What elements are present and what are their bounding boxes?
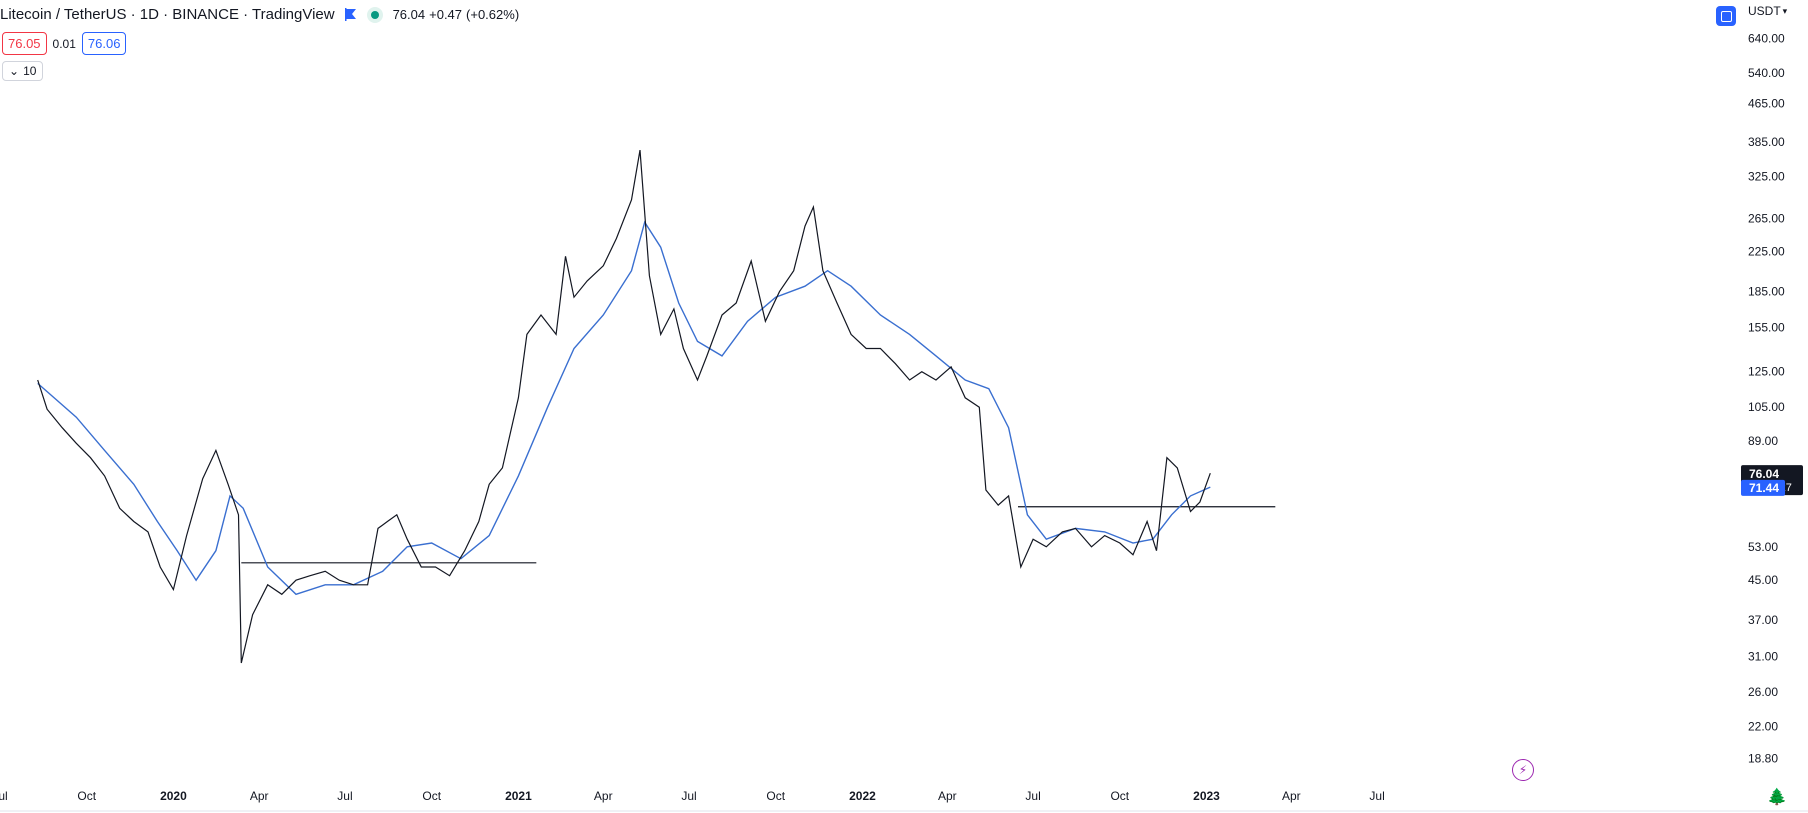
x-tick-label: Jul	[1025, 789, 1040, 803]
x-tick-label: Jul	[337, 789, 352, 803]
y-tick-label: 640.00	[1748, 31, 1785, 45]
currency-label: USDT	[1748, 4, 1781, 18]
y-tick-label: 31.00	[1748, 649, 1778, 663]
sell-button[interactable]: 76.05	[2, 32, 47, 55]
lightning-icon[interactable]: ⚡	[1512, 759, 1534, 781]
y-tick-label: 385.00	[1748, 135, 1785, 149]
y-tick-label: 53.00	[1748, 540, 1778, 554]
quote: 76.04 +0.47 (+0.62%)	[393, 7, 520, 22]
y-tick-label: 225.00	[1748, 245, 1785, 259]
x-tick-label: Apr	[1282, 789, 1301, 803]
y-tick-label: 37.00	[1748, 613, 1778, 627]
time-axis[interactable]: Jul Oct 2020 Apr Jul Oct 2021 Apr Jul Oct 2022 Apr J…	[0, 789, 1385, 803]
tree-icon[interactable]: 🌲	[1767, 789, 1787, 806]
y-tick-label: 22.00	[1748, 719, 1778, 733]
last-price: 76.04	[392, 7, 426, 22]
y-tick-label: 155.00	[1748, 321, 1785, 335]
market-open-icon	[366, 6, 383, 23]
x-tick-label: Jul	[681, 789, 696, 803]
x-tick-label: 2023	[1193, 789, 1220, 803]
y-tick-label: 26.00	[1748, 685, 1778, 699]
x-tick-label: 2022	[849, 789, 876, 803]
y-tick-label: 18.80	[1748, 751, 1778, 765]
x-tick-label: Apr	[594, 789, 613, 803]
chevron-down-icon: ⌄	[9, 64, 20, 78]
indicator-toggle[interactable]: ⌄ 10	[2, 61, 44, 81]
x-tick-label: Jul	[1369, 789, 1384, 803]
price-line	[37, 149, 1211, 664]
trade-buttons: 76.05 0.01 76.06	[2, 32, 127, 55]
x-tick-label: Oct	[422, 789, 441, 803]
y-tick-label: 89.00	[1748, 434, 1778, 448]
x-tick-label: Jul	[0, 789, 8, 803]
y-tick-label: 105.00	[1748, 400, 1785, 414]
ma-price-label: 71.44	[1749, 481, 1779, 495]
last-price-label: 76.04	[1749, 467, 1779, 481]
fullscreen-icon[interactable]	[1716, 6, 1736, 26]
indicator-count: 10	[23, 64, 37, 78]
ma-price-label-bg	[1741, 479, 1785, 496]
y-tick-label: 265.00	[1748, 211, 1785, 225]
x-tick-label: Apr	[938, 789, 957, 803]
price-change-pct: (+0.62%)	[466, 7, 520, 22]
symbol-title[interactable]: Litecoin / TetherUS · 1D · BINANCE · Tra…	[0, 6, 335, 23]
y-tick-label: 540.00	[1748, 66, 1785, 80]
x-tick-label: 2020	[160, 789, 187, 803]
price-change: +0.47	[429, 7, 463, 22]
spread: 0.01	[52, 36, 76, 51]
chevron-down-icon: ▾	[1782, 5, 1788, 16]
y-tick-label: 465.00	[1748, 96, 1785, 110]
y-tick-label: 185.00	[1748, 285, 1785, 299]
x-tick-label: 2021	[505, 789, 532, 803]
x-tick-label: Oct	[77, 789, 96, 803]
buy-button[interactable]: 76.06	[81, 32, 127, 55]
currency-select[interactable]: USDT ▾	[1748, 4, 1787, 18]
y-tick-label: 125.00	[1748, 365, 1785, 379]
y-tick-label: 325.00	[1748, 170, 1785, 184]
x-tick-label: Oct	[766, 789, 785, 803]
moving-average-line	[37, 220, 1211, 596]
x-tick-label: Oct	[1110, 789, 1129, 803]
x-tick-label: Apr	[250, 789, 269, 803]
symbol-header: Litecoin / TetherUS · 1D · BINANCE · Tra…	[0, 6, 519, 23]
price-axis[interactable]: 640.00 540.00 465.00 385.00 325.00 265.00 225.…	[1748, 31, 1785, 765]
y-tick-label: 45.00	[1748, 573, 1778, 587]
flag-icon[interactable]	[344, 8, 357, 21]
